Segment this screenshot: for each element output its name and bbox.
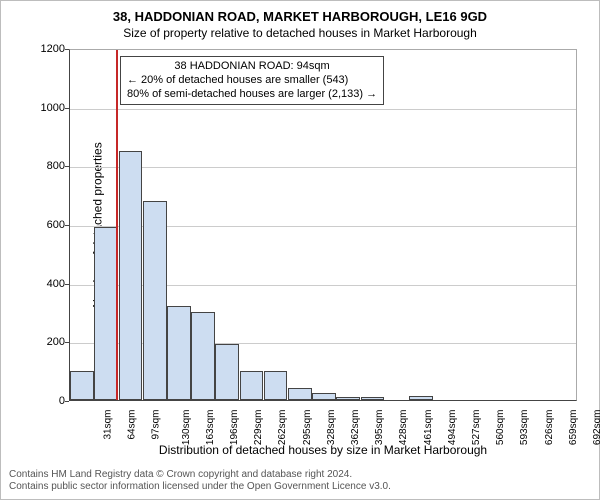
chart-subtitle: Size of property relative to detached ho… — [1, 26, 599, 40]
x-axis-label: Distribution of detached houses by size … — [69, 443, 577, 457]
reference-line — [116, 50, 118, 400]
x-tick-label: 626sqm — [544, 410, 555, 446]
x-tick-label: 362sqm — [350, 410, 361, 446]
histogram-bar — [119, 151, 143, 400]
x-tick-label: 494sqm — [447, 410, 458, 446]
x-tick-label: 196sqm — [229, 410, 240, 446]
y-tick-mark — [65, 342, 69, 343]
x-tick-label: 428sqm — [398, 410, 409, 446]
histogram-bar — [70, 371, 94, 400]
x-tick-label: 395sqm — [374, 410, 385, 446]
y-tick-mark — [65, 284, 69, 285]
histogram-bar — [143, 201, 167, 400]
histogram-bar — [167, 306, 191, 400]
attribution-line1: Contains HM Land Registry data © Crown c… — [9, 469, 391, 481]
y-tick-label: 1200 — [25, 43, 65, 55]
histogram-bar — [94, 227, 118, 400]
annotation-line3: 80% of semi-detached houses are larger (… — [127, 88, 377, 102]
x-tick-label: 31sqm — [103, 410, 114, 440]
histogram-bar — [409, 396, 433, 400]
y-tick-label: 800 — [25, 160, 65, 172]
x-tick-label: 692sqm — [592, 410, 600, 446]
y-tick-mark — [65, 166, 69, 167]
gridline — [70, 109, 576, 110]
x-tick-label: 262sqm — [278, 410, 289, 446]
histogram-bar — [361, 397, 385, 400]
histogram-bar — [288, 388, 312, 400]
y-tick-label: 0 — [25, 395, 65, 407]
histogram-bar — [336, 397, 360, 400]
x-tick-label: 461sqm — [423, 410, 434, 446]
attribution-line2: Contains public sector information licen… — [9, 481, 391, 493]
annotation-line1: 38 HADDONIAN ROAD: 94sqm — [127, 60, 377, 74]
x-tick-label: 560sqm — [495, 410, 506, 446]
histogram-bar — [312, 393, 336, 400]
attribution: Contains HM Land Registry data © Crown c… — [9, 469, 391, 493]
x-tick-label: 229sqm — [253, 410, 264, 446]
annotation-box: 38 HADDONIAN ROAD: 94sqm← 20% of detache… — [120, 56, 384, 105]
chart-title-address: 38, HADDONIAN ROAD, MARKET HARBOROUGH, L… — [1, 9, 599, 24]
histogram-bar — [264, 371, 288, 400]
y-tick-label: 200 — [25, 336, 65, 348]
x-tick-label: 130sqm — [181, 410, 192, 446]
gridline — [70, 167, 576, 168]
x-tick-label: 659sqm — [568, 410, 579, 446]
chart-container: 38, HADDONIAN ROAD, MARKET HARBOROUGH, L… — [0, 0, 600, 500]
histogram-bar — [215, 344, 239, 400]
y-tick-mark — [65, 401, 69, 402]
x-tick-label: 64sqm — [127, 410, 138, 440]
x-tick-label: 295sqm — [302, 410, 313, 446]
y-tick-label: 1000 — [25, 102, 65, 114]
x-tick-label: 527sqm — [471, 410, 482, 446]
x-tick-label: 593sqm — [519, 410, 530, 446]
y-tick-mark — [65, 108, 69, 109]
y-tick-mark — [65, 225, 69, 226]
plot-area: 38 HADDONIAN ROAD: 94sqm← 20% of detache… — [69, 49, 577, 401]
histogram-bar — [240, 371, 264, 400]
x-tick-label: 163sqm — [205, 410, 216, 446]
annotation-line2: ← 20% of detached houses are smaller (54… — [127, 74, 377, 88]
histogram-bar — [191, 312, 215, 400]
x-tick-label: 328sqm — [326, 410, 337, 446]
y-tick-label: 600 — [25, 219, 65, 231]
x-tick-label: 97sqm — [151, 410, 162, 440]
y-tick-label: 400 — [25, 278, 65, 290]
y-tick-mark — [65, 49, 69, 50]
